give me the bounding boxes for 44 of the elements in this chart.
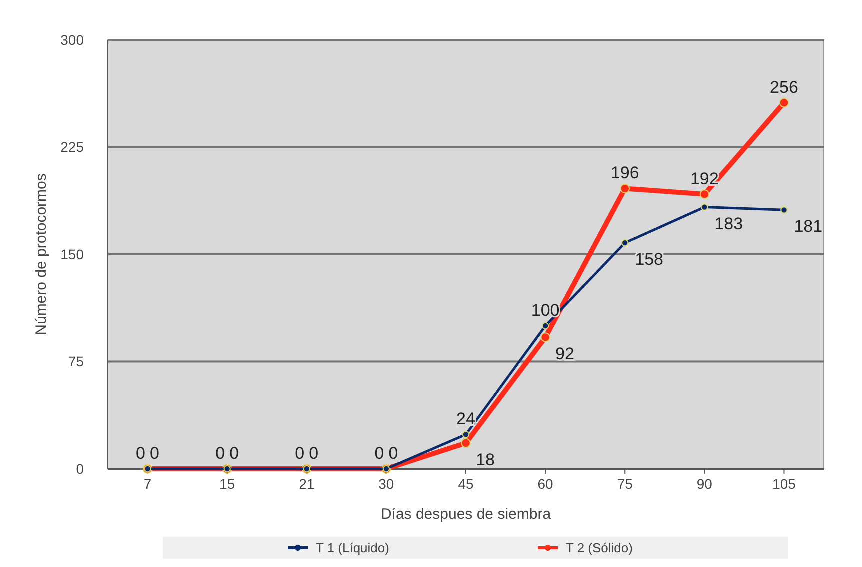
point — [780, 206, 788, 214]
data-label: 92 — [556, 344, 574, 364]
x-tick-label: 30 — [378, 476, 394, 492]
data-label: 0 — [230, 444, 240, 463]
y-tick-label: 225 — [60, 139, 84, 156]
x-tick-label: 15 — [220, 476, 236, 492]
data-label: 256 — [770, 78, 798, 97]
data-label: 0 — [309, 444, 319, 463]
point — [700, 190, 710, 200]
point — [620, 184, 630, 194]
point — [779, 98, 790, 108]
x-axis-title: Días despues de siembra — [380, 506, 552, 523]
data-label: 0 — [150, 444, 160, 463]
x-tick-label: 105 — [772, 476, 796, 492]
y-tick-label: 75 — [68, 354, 84, 370]
point — [542, 322, 550, 330]
point — [461, 438, 471, 448]
x-tick-label: 75 — [617, 476, 634, 492]
x-tick-label: 60 — [538, 476, 554, 492]
data-label: 0 — [216, 444, 226, 463]
data-label: 183 — [714, 214, 744, 234]
y-tick-label: 150 — [60, 246, 84, 262]
data-label: 0 — [295, 444, 305, 463]
point — [622, 239, 629, 247]
data-label: 181 — [794, 217, 823, 236]
data-label: 18 — [476, 450, 495, 470]
point — [701, 204, 708, 211]
x-tick-label: 7 — [144, 476, 152, 492]
x-tick-label: 90 — [696, 476, 713, 492]
data-label: 196 — [610, 164, 640, 183]
y-tick-label: 0 — [76, 460, 84, 477]
x-tick-label: 21 — [299, 476, 315, 492]
data-label: 0 — [388, 444, 398, 463]
y-tick-label: 300 — [60, 32, 84, 48]
legend-label: T 2 (Sólido) — [566, 540, 633, 556]
x-tick-label: 45 — [458, 476, 474, 492]
data-label: 0 — [374, 444, 384, 463]
data-label: 0 — [136, 444, 146, 463]
point — [462, 431, 470, 438]
y-axis-title: Número de protocormos — [33, 174, 50, 336]
legend-label: T 1 (Líquido) — [316, 540, 390, 556]
point — [540, 332, 550, 342]
data-label: 158 — [635, 250, 664, 270]
data-label: 24 — [456, 410, 476, 429]
